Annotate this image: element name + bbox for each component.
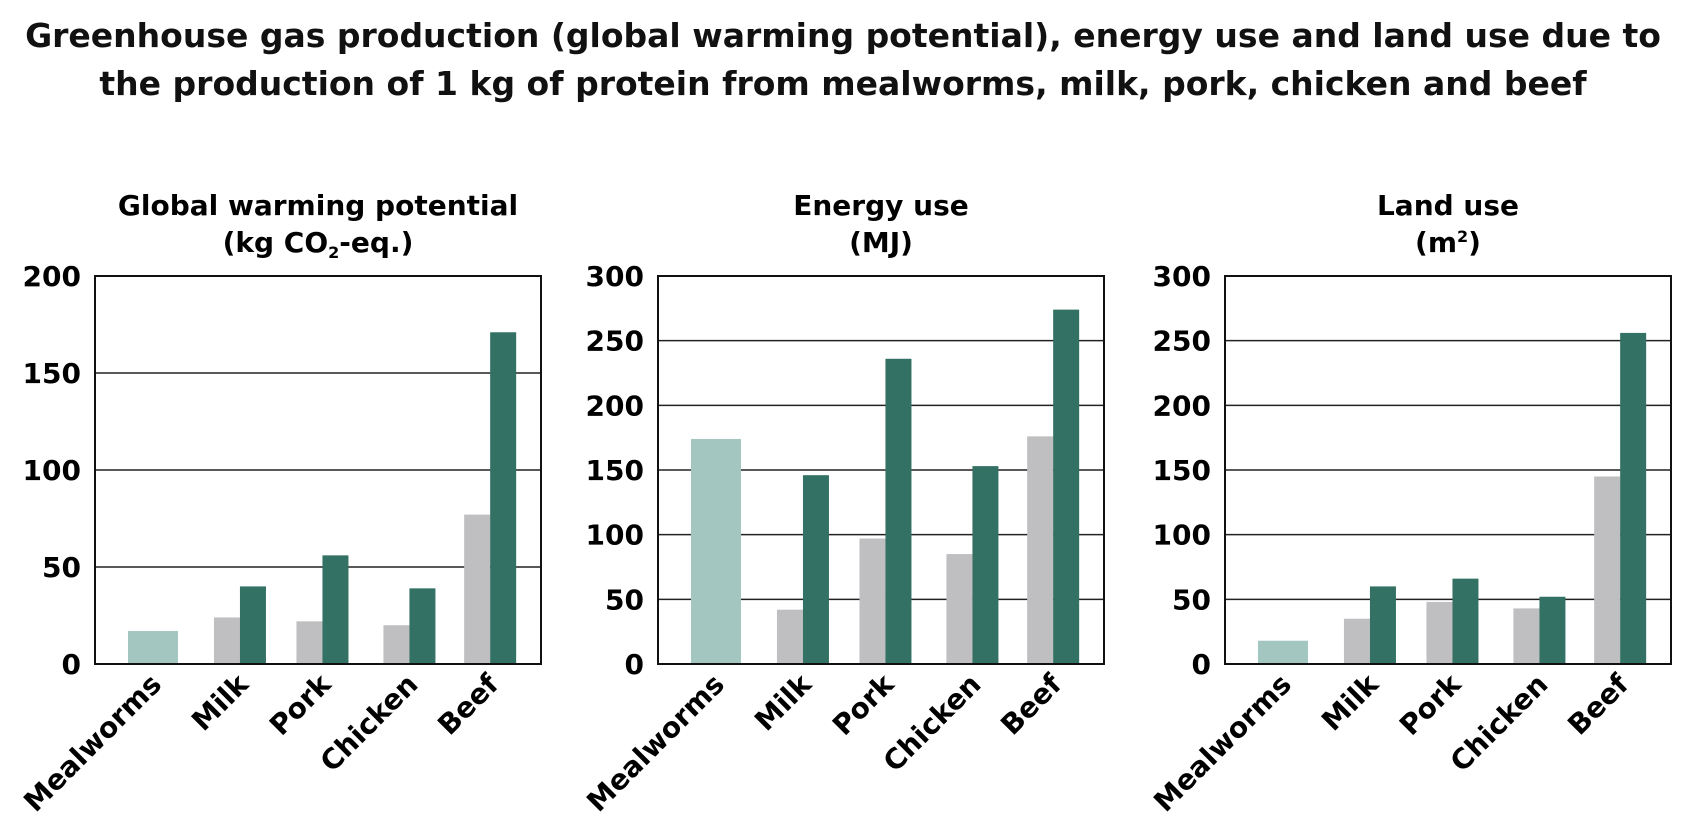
bar-pork-dark bbox=[885, 358, 912, 664]
bar-pork-dark bbox=[322, 555, 349, 664]
chart-unit-label: (MJ) bbox=[849, 226, 913, 259]
bar-chicken-dark bbox=[409, 588, 436, 664]
main-title-line-2: the production of 1 kg of protein from m… bbox=[99, 64, 1587, 103]
plot-frame bbox=[657, 275, 1105, 665]
y-tick-label: 300 bbox=[1153, 260, 1211, 293]
x-tick-label: Mealworms bbox=[580, 668, 731, 819]
chart-land-use: Land use (m2) 0 50 100 150 200 250 300 Mealworms M… bbox=[1147, 189, 1672, 819]
unit-subscript: 2 bbox=[328, 243, 339, 262]
y-tick-label: 250 bbox=[586, 325, 644, 358]
bar-pork-light bbox=[296, 621, 323, 664]
y-tick-label: 50 bbox=[1172, 583, 1211, 616]
plot-frame bbox=[1224, 275, 1672, 665]
bar-milk-light bbox=[213, 617, 240, 664]
bar-milk-light bbox=[1343, 618, 1370, 664]
y-tick-label: 50 bbox=[42, 551, 81, 584]
y-tick-label: 100 bbox=[586, 519, 644, 552]
bar-chicken-dark bbox=[972, 466, 999, 664]
bar-beef-dark bbox=[1620, 332, 1647, 664]
bar-pork-light bbox=[1426, 601, 1453, 664]
chart-energy-use: Energy use (MJ) 0 50 100 150 200 250 300 Mealworm… bbox=[580, 189, 1105, 819]
x-tick-label: Pork bbox=[826, 667, 901, 742]
x-tick-label: Beef bbox=[994, 667, 1068, 741]
bar-beef-light bbox=[1594, 476, 1621, 664]
bar-milk-dark bbox=[802, 475, 829, 664]
chart-unit-label: (kg CO2-eq.) bbox=[223, 226, 414, 262]
bar-milk-light bbox=[776, 609, 803, 664]
y-tick-label: 150 bbox=[23, 357, 81, 390]
y-tick-label: 100 bbox=[1153, 519, 1211, 552]
bar-pork-dark bbox=[1452, 578, 1479, 664]
main-title-line-1: Greenhouse gas production (global warmin… bbox=[25, 16, 1661, 55]
chart-title: Global warming potential bbox=[118, 189, 518, 222]
bar-mealworms bbox=[1257, 640, 1308, 664]
y-tick-label: 0 bbox=[62, 648, 81, 681]
x-tick-label: Milk bbox=[185, 667, 256, 738]
bar-beef-light bbox=[1027, 436, 1054, 664]
bar-chicken-dark bbox=[1539, 596, 1566, 664]
bar-milk-dark bbox=[1369, 586, 1396, 664]
unit-prefix: (m bbox=[1415, 226, 1457, 259]
y-tick-label: 200 bbox=[1153, 389, 1211, 422]
x-tick-label: Beef bbox=[1561, 667, 1635, 741]
bar-beef-dark bbox=[1053, 309, 1080, 664]
y-tick-label: 200 bbox=[586, 389, 644, 422]
x-tick-label: Milk bbox=[748, 667, 819, 738]
unit-suffix: ) bbox=[1468, 226, 1481, 259]
y-tick-label: 0 bbox=[1192, 648, 1211, 681]
unit-suffix: -eq.) bbox=[339, 226, 413, 259]
y-tick-label: 150 bbox=[1153, 454, 1211, 487]
y-tick-label: 0 bbox=[625, 648, 644, 681]
y-tick-label: 100 bbox=[23, 454, 81, 487]
x-tick-label: Pork bbox=[263, 667, 338, 742]
y-tick-label: 250 bbox=[1153, 325, 1211, 358]
y-tick-label: 50 bbox=[605, 583, 644, 616]
unit-prefix: (MJ) bbox=[849, 226, 913, 259]
plot-frame bbox=[94, 275, 542, 665]
chart-global-warming: Global warming potential (kg CO2-eq.) 0 50 1… bbox=[17, 189, 542, 819]
bar-beef-dark bbox=[490, 332, 517, 664]
chart-title: Energy use bbox=[793, 189, 969, 222]
x-tick-label: Mealworms bbox=[17, 668, 168, 819]
x-tick-label: Milk bbox=[1315, 667, 1386, 738]
bar-mealworms bbox=[690, 438, 741, 664]
bar-chicken-light bbox=[946, 554, 973, 664]
x-tick-label: Mealworms bbox=[1147, 668, 1298, 819]
bar-chicken-light bbox=[383, 625, 410, 664]
x-tick-label: Pork bbox=[1393, 667, 1468, 742]
y-tick-label: 300 bbox=[586, 260, 644, 293]
bar-chicken-light bbox=[1513, 608, 1540, 664]
chart-unit-label: (m2) bbox=[1415, 226, 1481, 259]
chart-title: Land use bbox=[1377, 189, 1519, 222]
main-title: Greenhouse gas production (global warmin… bbox=[0, 12, 1686, 108]
unit-superscript: 2 bbox=[1457, 227, 1468, 246]
bar-pork-light bbox=[859, 538, 886, 664]
y-tick-label: 150 bbox=[586, 454, 644, 487]
x-tick-label: Beef bbox=[431, 667, 505, 741]
unit-prefix: (kg CO bbox=[223, 226, 329, 259]
bar-mealworms bbox=[127, 631, 178, 664]
bar-beef-light bbox=[464, 514, 491, 664]
y-tick-label: 200 bbox=[23, 260, 81, 293]
bar-milk-dark bbox=[239, 586, 266, 664]
